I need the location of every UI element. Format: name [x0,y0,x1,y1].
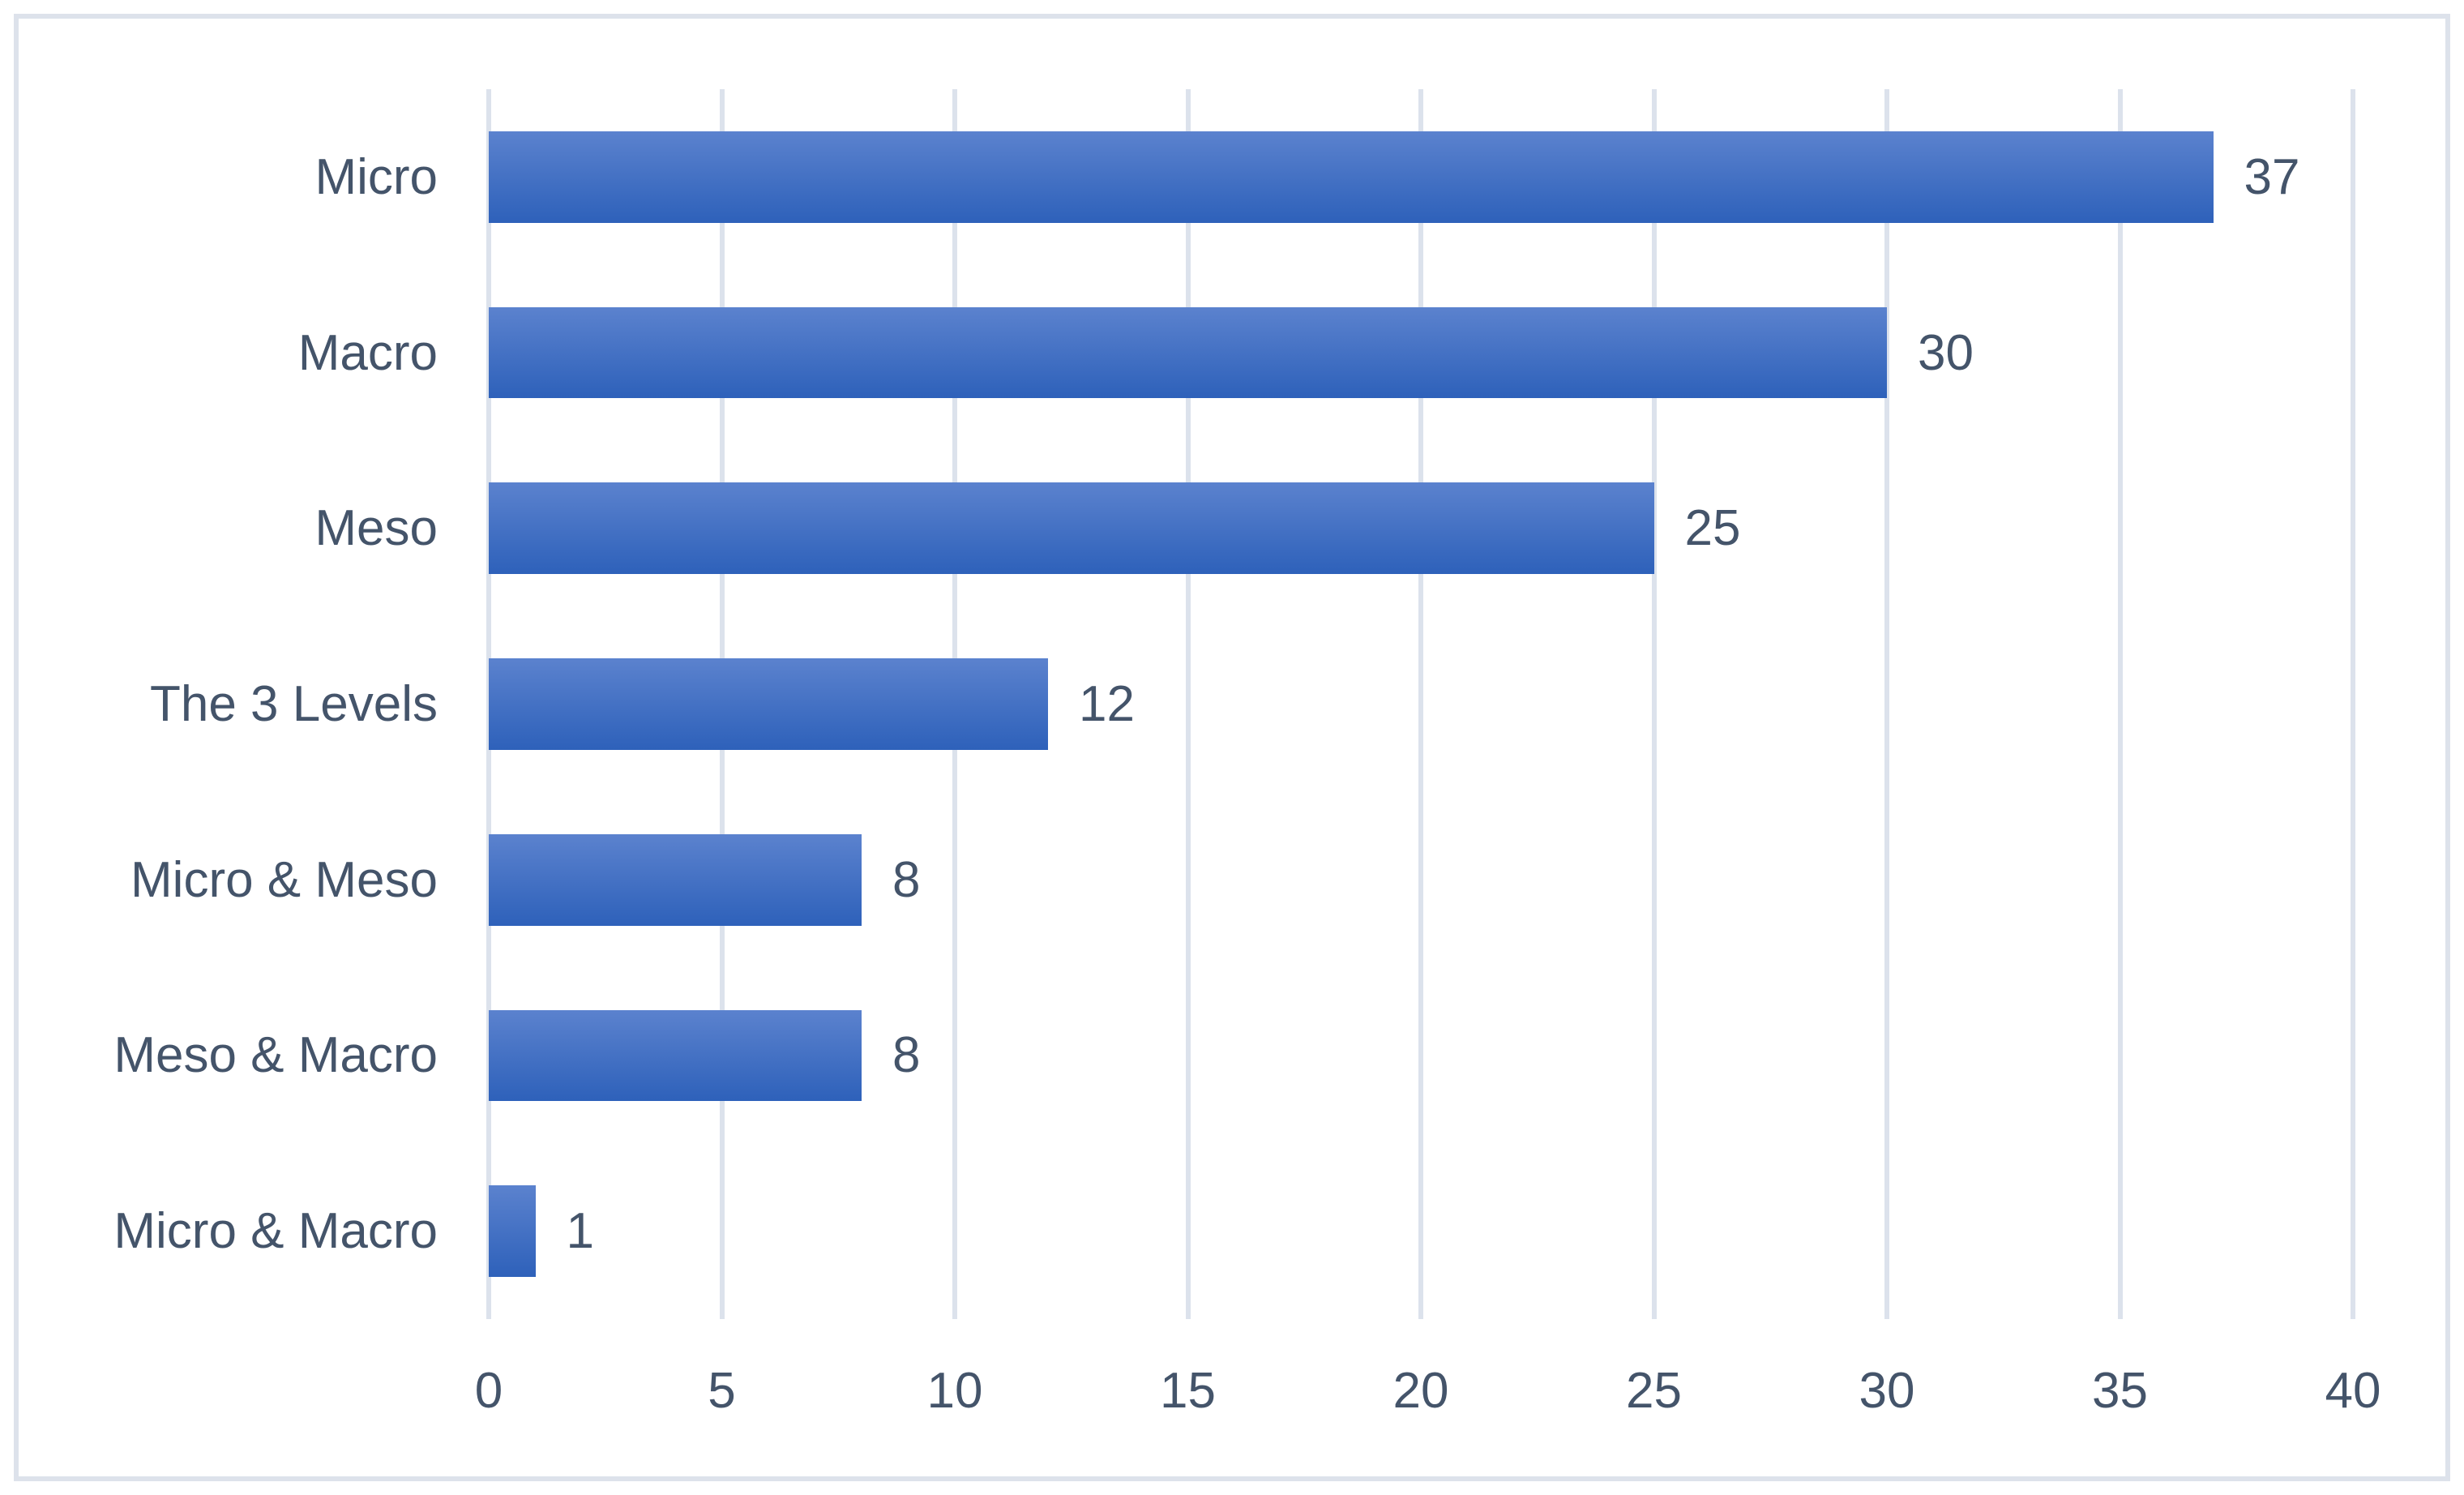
x-tick-label: 20 [1392,1363,1449,1419]
bar [489,482,1654,575]
category-label: Meso [314,500,438,557]
chart-frame [14,14,2450,1481]
data-label: 8 [892,851,921,908]
x-tick-label: 25 [1626,1363,1682,1419]
x-tick-label: 0 [474,1363,503,1419]
bar-row: 37 [489,89,2353,265]
value-axis: 0 5 10 15 20 25 30 35 40 [475,1347,2381,1437]
gridline [1884,89,1889,1319]
gridline [2117,89,2123,1319]
x-tick-label: 15 [1160,1363,1216,1419]
x-tick-label: 5 [708,1363,736,1419]
category-label: Meso & Macro [113,1027,438,1084]
bar [489,131,2214,223]
data-label: 25 [1684,500,1741,557]
data-label: 37 [2244,148,2300,205]
bar-series: 37 30 25 12 8 8 1 [489,89,2353,1319]
data-label: 12 [1079,676,1135,733]
data-label: 1 [566,1203,594,1260]
bar [489,306,1887,399]
x-tick-label: 35 [2092,1363,2148,1419]
category-label: Micro & Macro [113,1203,438,1260]
gridline [1418,89,1423,1319]
category-label: Micro [314,148,438,205]
bar-row: 8 [489,792,2353,968]
bar-row: 25 [489,440,2353,616]
category-label: Micro & Meso [130,851,438,908]
gridline [1651,89,1657,1319]
plot-area: 37 30 25 12 8 8 1 [486,89,2355,1319]
category-axis: Micro Macro Meso The 3 Levels Micro & Meso Me… [19,89,438,1319]
bar [489,833,862,926]
bar-row: 8 [489,968,2353,1144]
x-tick-label: 10 [926,1363,983,1419]
gridline [1185,89,1191,1319]
bar [489,1185,536,1278]
category-label: The 3 Levels [150,676,438,733]
x-tick-label: 30 [1859,1363,1915,1419]
bar [489,1009,862,1102]
bar-row: 12 [489,616,2353,792]
category-label: Macro [297,324,438,381]
x-tick-label: 40 [2325,1363,2381,1419]
bar [489,658,1048,750]
gridline [2351,89,2355,1319]
data-label: 30 [1918,324,1974,381]
bar-row: 30 [489,265,2353,441]
data-label: 8 [892,1027,921,1084]
bar-row: 1 [489,1143,2353,1319]
